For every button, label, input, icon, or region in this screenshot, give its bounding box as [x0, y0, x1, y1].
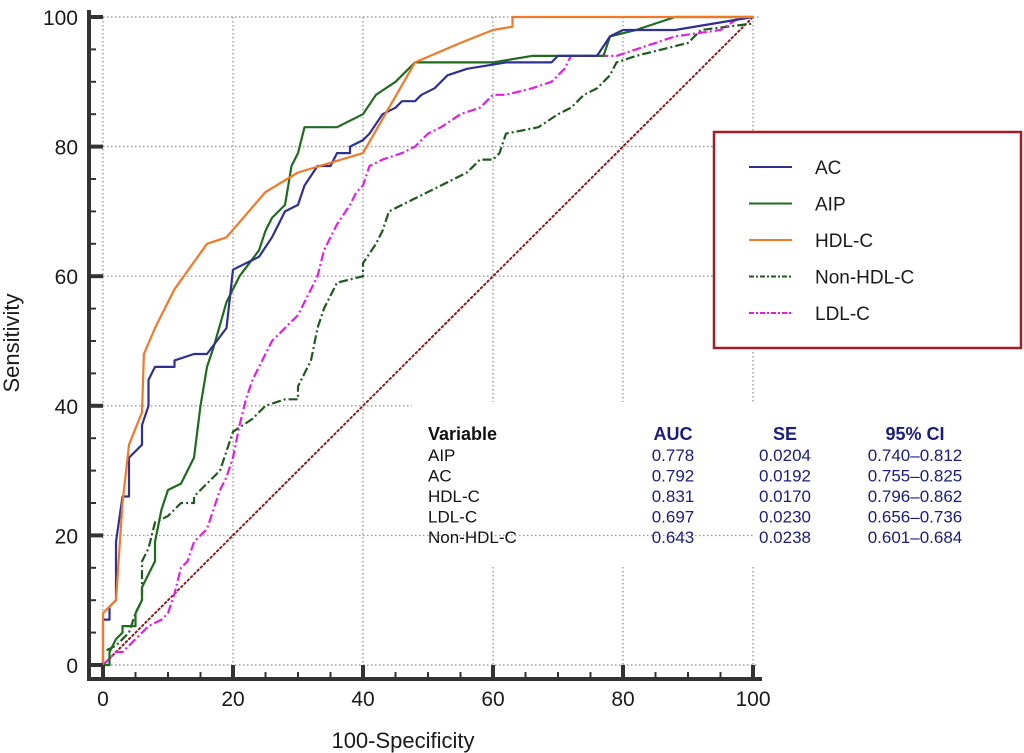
legend-label: AC [815, 158, 841, 179]
legend-label: Non-HDL-C [815, 268, 914, 289]
x-tick-label: 0 [97, 688, 109, 711]
reference-diagonal-line [102, 16, 754, 666]
grid-lines [102, 16, 761, 666]
table-header: AUC [654, 424, 693, 444]
table-header: Variable [428, 424, 497, 444]
table-cell-ci: 0.601–0.684 [868, 528, 963, 547]
table-cell-ci: 0.796–0.862 [868, 487, 963, 506]
table-cell-se: 0.0170 [759, 487, 811, 506]
table-cell-ci: 0.755–0.825 [868, 467, 963, 486]
table-cell-auc: 0.831 [652, 487, 695, 506]
table-cell-variable: Non-HDL-C [428, 528, 517, 547]
y-tick-label: 80 [55, 137, 78, 160]
y-tick-label: 60 [55, 266, 78, 289]
y-axis-title: Sensitivity [0, 293, 24, 392]
legend-label: LDL-C [815, 304, 870, 325]
y-tick-label: 100 [43, 7, 78, 30]
x-tick-label: 80 [611, 688, 634, 711]
x-tick-label: 40 [351, 688, 374, 711]
tick-labels: 0 20 40 60 80 100 0 20 40 60 80 100 [43, 7, 771, 711]
table-cell-variable: AC [428, 467, 452, 486]
table-cell-variable: AIP [428, 446, 455, 465]
x-tick-label: 100 [735, 688, 770, 711]
table-cell-se: 0.0204 [759, 446, 811, 465]
legend-label: AIP [815, 195, 846, 216]
table-cell-se: 0.0238 [759, 528, 811, 547]
table-cell-variable: HDL-C [428, 487, 480, 506]
roc-curve-non-hdl-c [101, 22, 754, 665]
legend: AC AIP HDL-C Non-HDL-C LDL-C [712, 130, 1023, 350]
legend-label: HDL-C [815, 231, 873, 252]
roc-curve-hdl-c [101, 15, 753, 665]
y-tick-label: 40 [55, 396, 78, 419]
x-tick-label: 60 [481, 688, 504, 711]
table-header: 95% CI [885, 424, 944, 444]
roc-curves [101, 15, 754, 667]
table-cell-auc: 0.792 [652, 467, 695, 486]
reference-diagonal [102, 16, 754, 666]
table-cell-auc: 0.697 [652, 508, 695, 527]
y-tick-label: 0 [66, 655, 78, 678]
table-cell-auc: 0.778 [652, 446, 695, 465]
table-cell-auc: 0.643 [652, 528, 695, 547]
axes [87, 10, 762, 681]
table-cell-se: 0.0230 [759, 508, 811, 527]
roc-curve-aip [103, 15, 753, 667]
table-cell-se: 0.0192 [759, 467, 811, 486]
auc-table: Variable AUC SE 95% CI AIP 0.778 0.0204 0.740–0… [428, 424, 962, 547]
table-cell-ci: 0.656–0.736 [868, 508, 963, 527]
table-header: SE [773, 424, 797, 444]
table-cell-ci: 0.740–0.812 [868, 446, 963, 465]
table-cell-variable: LDL-C [428, 508, 477, 527]
roc-curve-ac [101, 15, 754, 665]
x-axis-title: 100-Specificity [331, 728, 474, 753]
x-tick-label: 20 [221, 688, 244, 711]
y-tick-label: 20 [55, 525, 78, 548]
